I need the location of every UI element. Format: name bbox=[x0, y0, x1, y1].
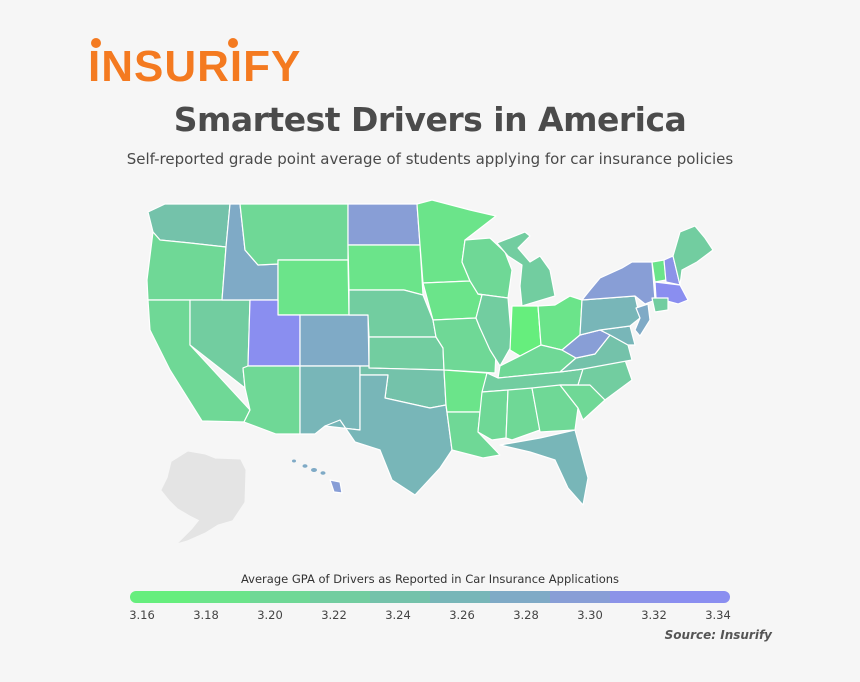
state-CO bbox=[299, 314, 370, 367]
legend-tick-label: 3.20 bbox=[257, 608, 283, 622]
state-AZ bbox=[242, 365, 301, 435]
legend-segment bbox=[250, 591, 310, 603]
hawaii-islands bbox=[292, 459, 326, 475]
legend-tick-label: 3.16 bbox=[129, 608, 155, 622]
state-TX bbox=[324, 374, 453, 496]
logo-text: INSURIFY bbox=[88, 42, 302, 91]
state-ME bbox=[672, 225, 714, 286]
legend-tick-label: 3.18 bbox=[193, 608, 219, 622]
state-HI bbox=[329, 479, 343, 494]
state-CT bbox=[651, 297, 669, 313]
state-AL bbox=[505, 387, 541, 441]
state-MS bbox=[477, 389, 509, 441]
state-WY bbox=[277, 259, 350, 316]
insurify-logo: INSURIFY bbox=[88, 38, 300, 94]
source-credit: Source: Insurify bbox=[664, 628, 772, 642]
state-AK bbox=[161, 451, 246, 544]
legend-segment bbox=[430, 591, 490, 603]
legend-tick-label: 3.34 bbox=[705, 608, 731, 622]
page-subtitle: Self-reported grade point average of stu… bbox=[126, 150, 734, 168]
legend-segment bbox=[610, 591, 670, 603]
page-title: Smartest Drivers in America bbox=[173, 100, 687, 139]
legend-tick-label: 3.30 bbox=[577, 608, 603, 622]
state-GA bbox=[531, 384, 579, 433]
state-IL bbox=[475, 293, 513, 367]
legend-tick-label: 3.24 bbox=[385, 608, 411, 622]
state-MI bbox=[496, 231, 556, 307]
state-MT bbox=[239, 203, 349, 266]
legend-segment bbox=[550, 591, 610, 603]
legend-segment bbox=[490, 591, 550, 603]
state-NY bbox=[581, 261, 656, 305]
legend-segment bbox=[310, 591, 370, 603]
legend-segment bbox=[370, 591, 430, 603]
legend-segment bbox=[670, 591, 730, 603]
legend-tick-label: 3.22 bbox=[321, 608, 347, 622]
logo-dot-icon bbox=[91, 38, 101, 48]
state-ND bbox=[347, 203, 421, 246]
state-SD bbox=[347, 244, 424, 296]
legend-tick-label: 3.28 bbox=[513, 608, 539, 622]
state-NJ bbox=[634, 303, 651, 337]
logo-dot-icon bbox=[228, 38, 238, 48]
legend-color-bar bbox=[130, 591, 730, 603]
state-KS bbox=[368, 336, 445, 371]
legend-tick-label: 3.26 bbox=[449, 608, 475, 622]
legend-segment bbox=[190, 591, 250, 603]
legend-tick-label: 3.32 bbox=[641, 608, 667, 622]
state-FL bbox=[499, 429, 589, 506]
legend-title: Average GPA of Drivers as Reported in Ca… bbox=[240, 572, 620, 586]
legend-segment bbox=[130, 591, 190, 603]
